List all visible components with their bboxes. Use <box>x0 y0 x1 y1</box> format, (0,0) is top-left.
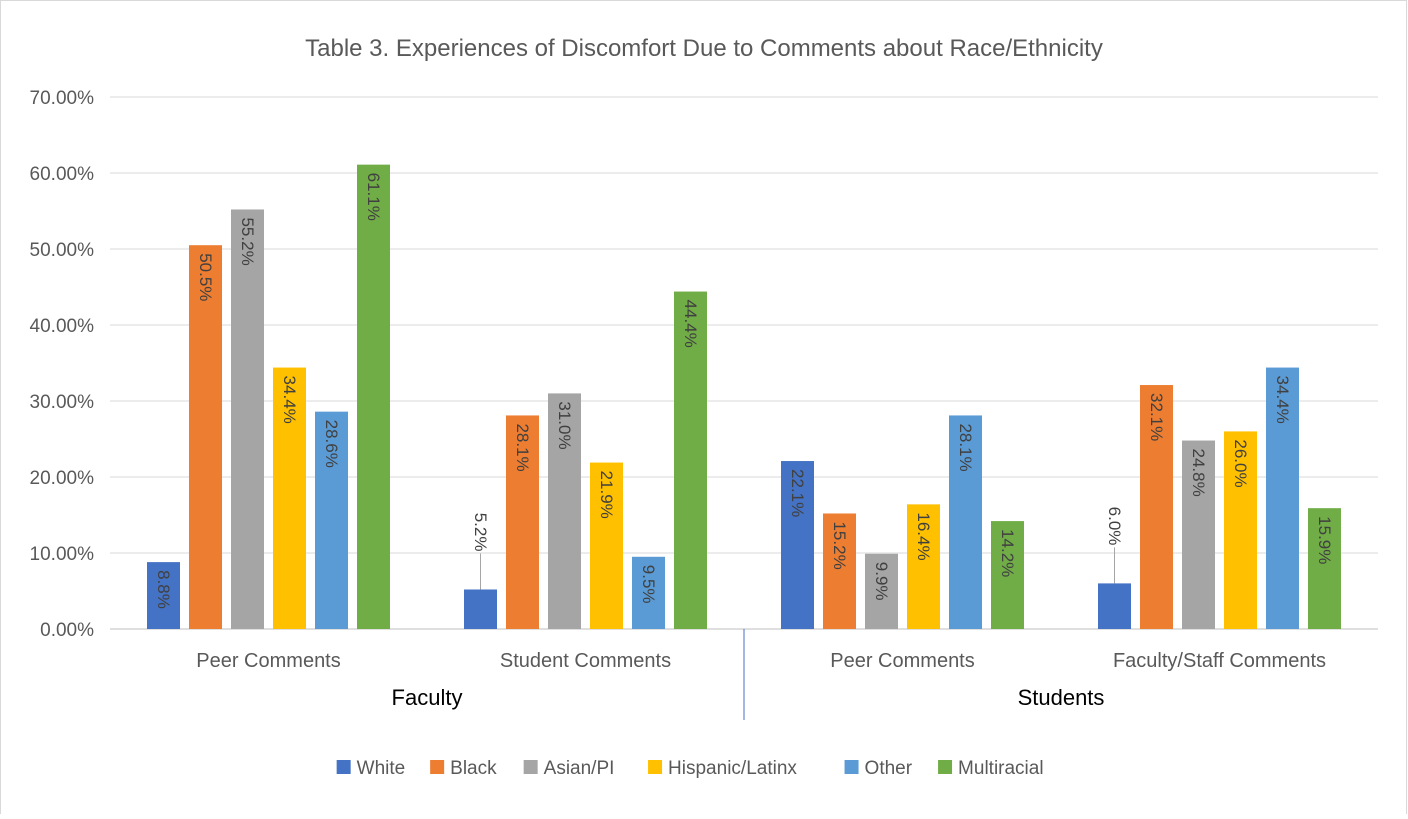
data-label: 22.1% <box>788 469 807 517</box>
bar <box>949 415 982 629</box>
bar <box>273 367 306 629</box>
bar <box>506 415 539 629</box>
bar <box>865 553 898 629</box>
data-label: 9.5% <box>639 565 658 604</box>
data-label: 9.9% <box>872 562 891 601</box>
y-tick-label: 20.00% <box>30 468 95 489</box>
data-label: 8.8% <box>154 570 173 609</box>
legend-label: Black <box>450 758 497 779</box>
data-label: 14.2% <box>998 529 1017 577</box>
x-axis: Peer Comments Student Comments Peer Commen… <box>196 629 1326 720</box>
data-label: 15.9% <box>1315 516 1334 564</box>
bar <box>147 562 180 629</box>
data-label: 55.2% <box>238 217 257 265</box>
legend-label: Other <box>865 758 913 779</box>
data-label: 28.1% <box>956 423 975 471</box>
bar <box>1182 440 1215 629</box>
bar <box>1140 385 1173 629</box>
x-tick-label: Peer Comments <box>830 650 975 672</box>
data-label: 31.0% <box>555 401 574 449</box>
data-label: 6.0% <box>1105 507 1124 546</box>
y-tick-label: 60.00% <box>30 164 95 185</box>
chart-title: Table 3. Experiences of Discomfort Due t… <box>305 35 1103 62</box>
bar <box>315 411 348 629</box>
bar <box>548 393 581 629</box>
y-tick-label: 30.00% <box>30 392 95 413</box>
x-tick-label: Faculty/Staff Comments <box>1113 650 1326 672</box>
legend-swatch <box>523 760 538 774</box>
legend-label: Asian/PI <box>544 758 615 779</box>
bar <box>991 521 1024 629</box>
legend: White Black Asian/PI Hispanic/Latinx Other Mu… <box>336 758 1044 779</box>
legend-label: Multiracial <box>958 758 1044 779</box>
bar <box>464 589 497 629</box>
legend-swatch <box>336 760 351 774</box>
bar <box>781 461 814 629</box>
bars: 8.8% 50.5% 55.2% 34.4% 28.6% 61.1% 5.2% 28.1% 31… <box>147 164 1341 630</box>
bar <box>1308 508 1341 629</box>
data-label: 21.9% <box>597 471 616 519</box>
data-label: 44.4% <box>681 300 700 348</box>
data-label: 28.6% <box>322 420 341 468</box>
legend-label: Hispanic/Latinx <box>668 758 797 779</box>
legend-swatch <box>938 760 953 774</box>
data-label: 32.1% <box>1147 393 1166 441</box>
x-tick-label: Peer Comments <box>196 650 341 672</box>
bar <box>357 164 390 629</box>
data-label: 26.0% <box>1231 439 1250 487</box>
bar <box>907 504 940 629</box>
bar <box>590 462 623 629</box>
bar <box>1224 431 1257 629</box>
group-label: Students <box>1018 685 1105 710</box>
legend-label: White <box>357 758 406 779</box>
y-tick-label: 0.00% <box>40 620 94 641</box>
y-tick-label: 10.00% <box>30 544 95 565</box>
data-label: 34.4% <box>1273 376 1292 424</box>
bar <box>632 556 665 629</box>
group-label: Faculty <box>392 685 463 710</box>
bar <box>231 209 264 630</box>
data-label: 15.2% <box>830 521 849 569</box>
y-axis: 0.00% 10.00% 20.00% 30.00% 40.00% 50.00% 60.00… <box>30 88 95 641</box>
data-label: 28.1% <box>513 423 532 471</box>
bar <box>189 245 222 629</box>
bar <box>823 513 856 629</box>
data-label: 5.2% <box>471 513 490 552</box>
bar <box>1098 583 1131 629</box>
data-label: 24.8% <box>1189 449 1208 497</box>
x-tick-label: Student Comments <box>500 650 671 672</box>
bar <box>1266 367 1299 629</box>
data-label: 16.4% <box>914 512 933 560</box>
y-tick-label: 50.00% <box>30 240 95 261</box>
data-label: 50.5% <box>196 253 215 301</box>
data-label: 61.1% <box>364 173 383 221</box>
legend-swatch <box>844 760 859 774</box>
y-tick-label: 70.00% <box>30 88 95 109</box>
y-tick-label: 40.00% <box>30 316 95 337</box>
bar <box>674 291 707 629</box>
legend-swatch <box>430 760 445 774</box>
legend-swatch <box>648 760 663 774</box>
data-label: 34.4% <box>280 376 299 424</box>
